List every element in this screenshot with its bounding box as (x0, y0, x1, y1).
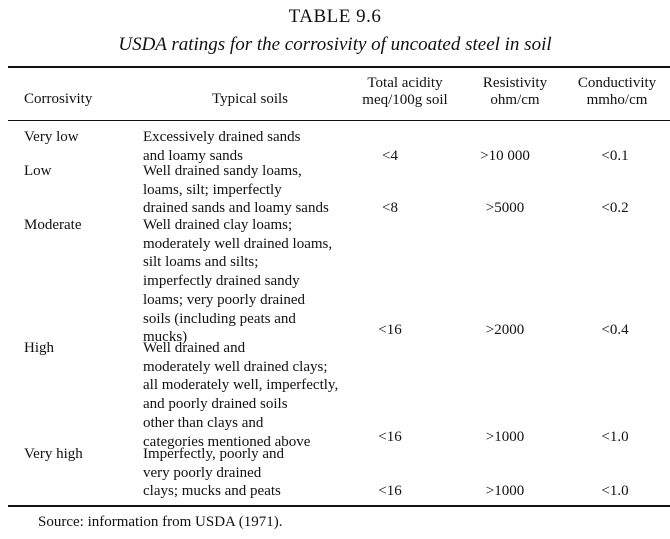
table-number: TABLE 9.6 (288, 6, 382, 27)
header-rule (8, 120, 670, 121)
row-soils-low: Well drained sandy loams, loams, silt; i… (143, 163, 329, 217)
row-resistivity-high: >1000 (485, 429, 525, 445)
header-resistivity-title: Resistivity (482, 75, 548, 91)
header-total-acidity: Total acidity meq/100g soil (335, 75, 475, 109)
row-soils-very-high: Imperfectly, poorly and very poorly drai… (143, 446, 285, 500)
row-acidity-very-high: <16 (378, 483, 402, 499)
row-resistivity-very-high: >1000 (485, 483, 525, 499)
row-corrosivity-high: High (24, 340, 54, 356)
header-acidity-unit: meq/100g soil (362, 92, 448, 108)
row-conductivity-high: <1.0 (601, 429, 629, 445)
header-typical-soils: Typical soils (211, 91, 289, 107)
row-conductivity-very-high: <1.0 (601, 483, 629, 499)
table-caption: USDA ratings for the corrosivity of unco… (118, 34, 552, 55)
row-soils-moderate: Well drained clay loams; moderately well… (143, 217, 333, 346)
header-conductivity-title: Conductivity (577, 75, 657, 91)
row-acidity-very-low: <4 (382, 148, 398, 164)
top-rule (8, 66, 670, 68)
source-note: Source: information from USDA (1971). (38, 514, 283, 530)
row-acidity-high: <16 (378, 429, 402, 445)
row-corrosivity-low: Low (24, 163, 52, 179)
row-corrosivity-very-low: Very low (24, 129, 79, 145)
row-resistivity-very-low: >10 000 (480, 148, 530, 164)
row-corrosivity-moderate: Moderate (24, 217, 82, 233)
header-acidity-title: Total acidity (367, 75, 443, 91)
row-corrosivity-very-high: Very high (24, 446, 83, 462)
header-conductivity: Conductivity mmho/cm (565, 75, 669, 109)
header-corrosivity: Corrosivity (24, 91, 93, 107)
bottom-rule (8, 505, 670, 507)
row-soils-very-low: Excessively drained sands and loamy sand… (143, 129, 301, 164)
row-acidity-moderate: <16 (378, 322, 402, 338)
row-resistivity-moderate: >2000 (485, 322, 525, 338)
row-soils-high: Well drained and moderately well drained… (143, 340, 339, 450)
row-resistivity-low: >5000 (485, 200, 525, 216)
row-conductivity-very-low: <0.1 (601, 148, 629, 164)
row-acidity-low: <8 (382, 200, 398, 216)
row-conductivity-low: <0.2 (601, 200, 629, 216)
row-conductivity-moderate: <0.4 (601, 322, 629, 338)
header-conductivity-unit: mmho/cm (586, 92, 648, 108)
header-resistivity-unit: ohm/cm (490, 92, 540, 108)
header-resistivity: Resistivity ohm/cm (460, 75, 570, 109)
